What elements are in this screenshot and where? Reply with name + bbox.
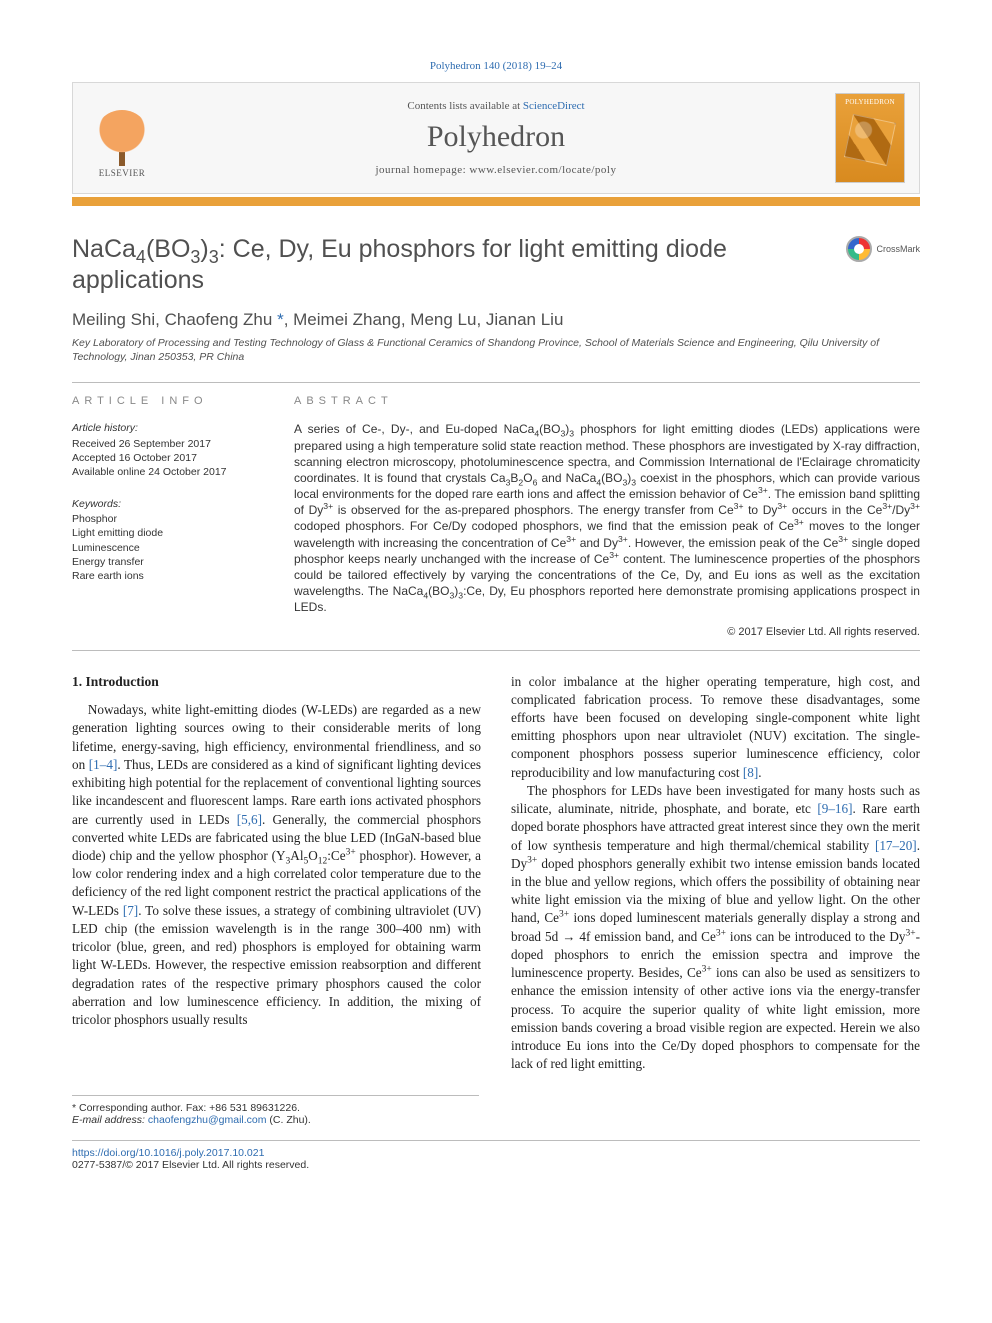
authors: Meiling Shi, Chaofeng Zhu *, Meimei Zhan… [72,310,920,330]
keywords-block: Keywords: Phosphor Light emitting diode … [72,497,258,583]
keyword: Light emitting diode [72,526,258,540]
sciencedirect-link[interactable]: ScienceDirect [523,100,585,112]
body-paragraph: The phosphors for LEDs have been investi… [511,782,920,1074]
cover-art-icon [844,114,896,166]
citation-ref: 140 (2018) 19–24 [483,60,562,72]
history-accepted: Accepted 16 October 2017 [72,451,258,465]
history-label: Article history: [72,421,258,435]
accent-bar [72,197,920,206]
journal-name: Polyhedron [171,120,821,154]
keyword: Luminescence [72,541,258,555]
journal-header: ELSEVIER Contents lists available at Sci… [72,82,920,194]
citation-line: Polyhedron 140 (2018) 19–24 [72,60,920,72]
cover-thumb-title: POLYHEDRON [845,98,895,106]
body-col-right: in color imbalance at the higher operati… [511,673,920,1074]
doi-link[interactable]: https://doi.org/10.1016/j.poly.2017.10.0… [72,1147,264,1159]
abstract-heading: abstract [294,395,920,407]
crossmark-label: CrossMark [876,244,920,254]
keyword: Energy transfer [72,555,258,569]
section-heading: 1. Introduction [72,673,481,692]
body-paragraph: in color imbalance at the higher operati… [511,673,920,782]
keywords-label: Keywords: [72,497,258,511]
publisher-name: ELSEVIER [99,168,146,178]
keyword: Phosphor [72,512,258,526]
body-columns: 1. Introduction Nowadays, white light-em… [72,673,920,1074]
article-info-heading: article info [72,395,258,407]
divider [72,650,920,651]
history-online: Available online 24 October 2017 [72,465,258,479]
journal-homepage: journal homepage: www.elsevier.com/locat… [171,164,821,176]
fax-number: +86 531 89631226. [209,1102,300,1114]
elsevier-logo[interactable]: ELSEVIER [87,98,157,178]
history-received: Received 26 September 2017 [72,437,258,451]
divider [72,382,920,383]
article-title: NaCa4(BO3)3: Ce, Dy, Eu phosphors for li… [72,234,834,297]
corresponding-author: * Corresponding author. Fax: +86 531 896… [72,1102,479,1114]
citation-journal[interactable]: Polyhedron [430,60,481,72]
elsevier-tree-icon [94,110,150,166]
keyword: Rare earth ions [72,569,258,583]
body-col-left: 1. Introduction Nowadays, white light-em… [72,673,481,1074]
contents-line: Contents lists available at ScienceDirec… [171,100,821,112]
footnotes: * Corresponding author. Fax: +86 531 896… [72,1095,479,1126]
body-paragraph: Nowadays, white light-emitting diodes (W… [72,701,481,1029]
page-footer: https://doi.org/10.1016/j.poly.2017.10.0… [72,1140,920,1171]
crossmark-icon [846,236,872,262]
abstract-copyright: © 2017 Elsevier Ltd. All rights reserved… [294,626,920,638]
crossmark-badge[interactable]: CrossMark [846,236,920,262]
homepage-url[interactable]: www.elsevier.com/locate/poly [469,164,616,176]
email-line: E-mail address: chaofengzhu@gmail.com (C… [72,1114,479,1126]
email-link[interactable]: chaofengzhu@gmail.com [148,1114,267,1126]
issn-line: 0277-5387/© 2017 Elsevier Ltd. All right… [72,1159,920,1171]
abstract-text: A series of Ce-, Dy-, and Eu-doped NaCa4… [294,421,920,615]
article-history: Article history: Received 26 September 2… [72,421,258,479]
journal-cover-thumb[interactable]: POLYHEDRON [835,93,905,183]
affiliation: Key Laboratory of Processing and Testing… [72,336,920,364]
